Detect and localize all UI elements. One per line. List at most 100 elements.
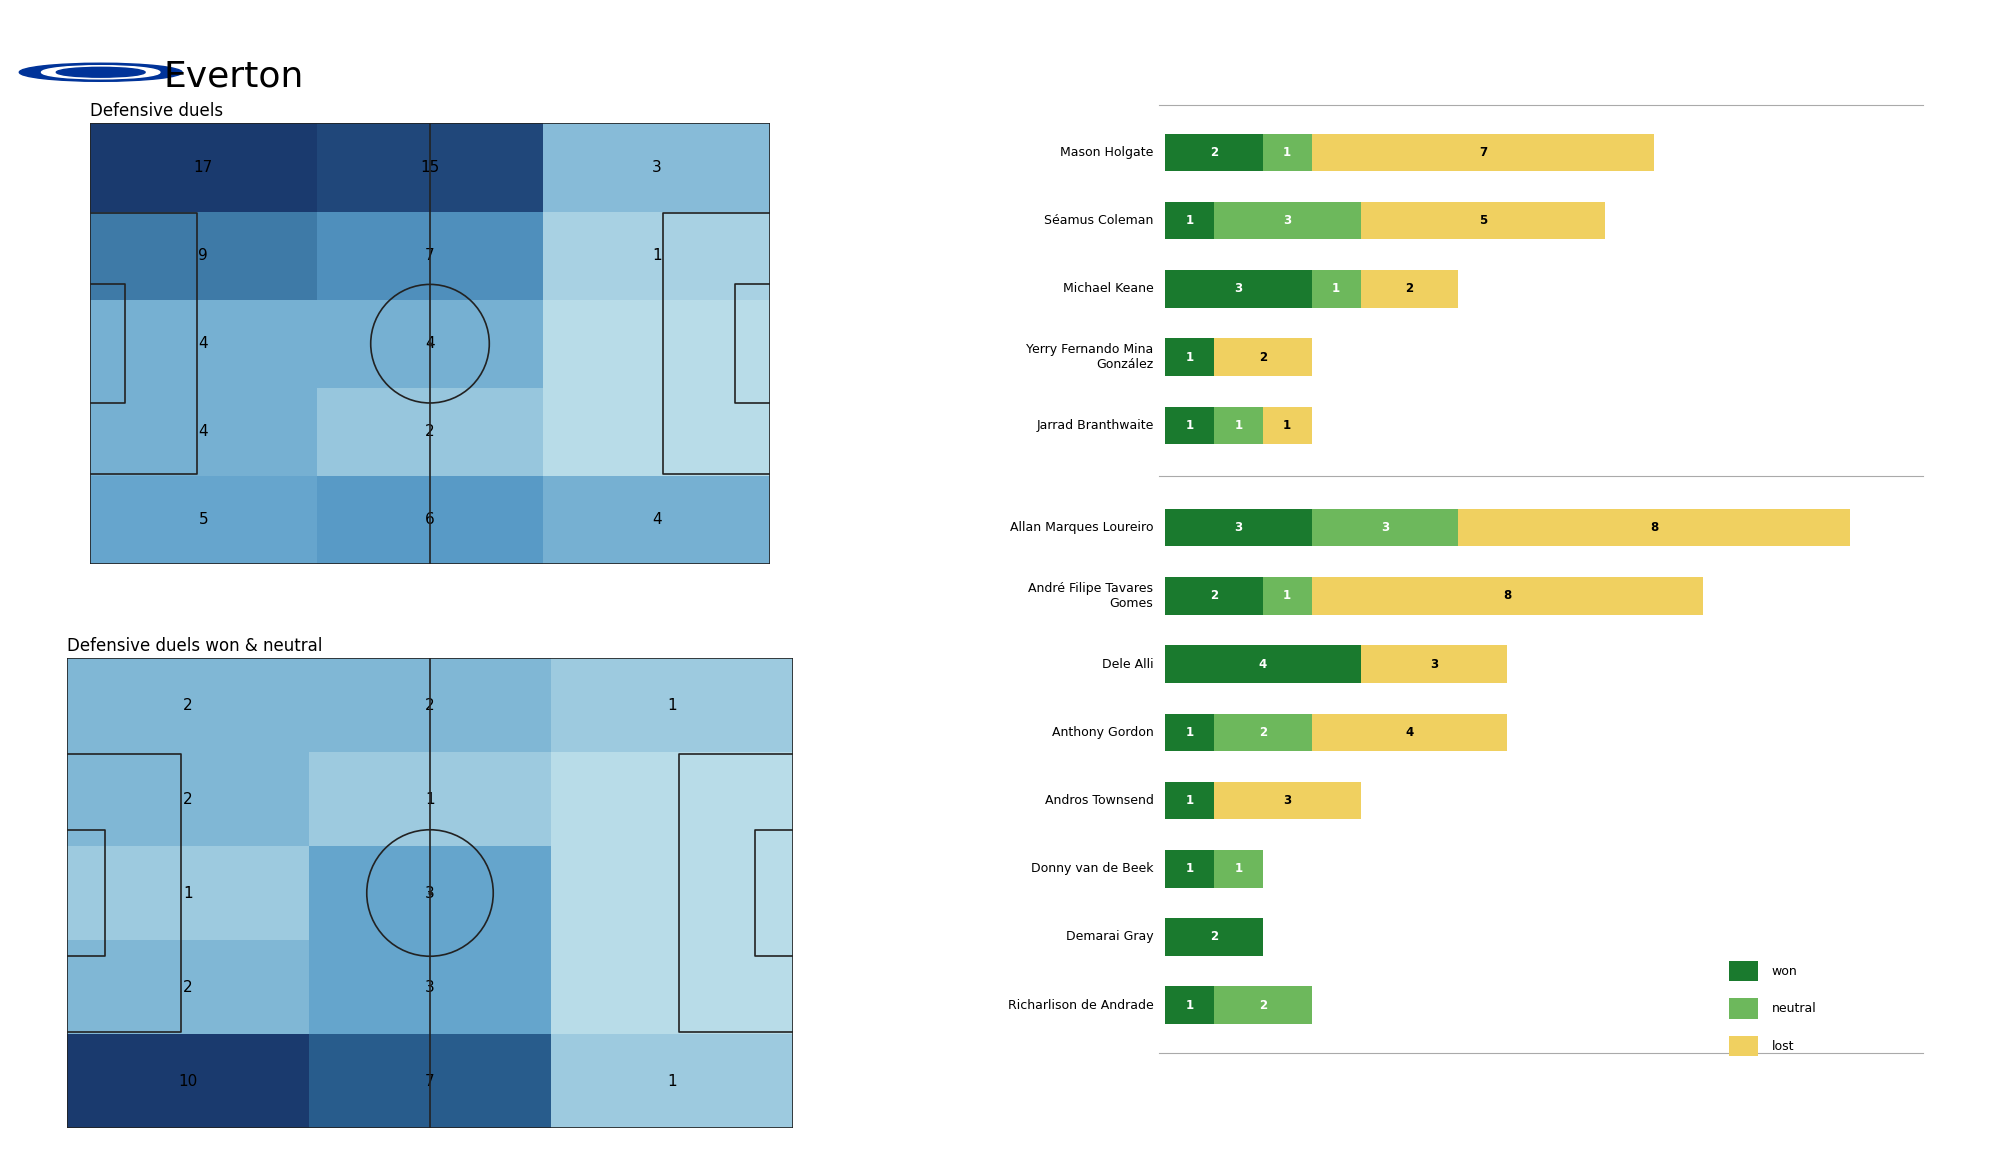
Bar (68, 1034, 310, 1128)
Text: 1: 1 (1234, 862, 1242, 875)
Text: 1: 1 (1284, 590, 1292, 603)
Text: 2: 2 (184, 792, 192, 806)
Text: 17: 17 (194, 160, 212, 175)
Bar (90, 388, 316, 476)
Bar (1164, 713, 1214, 751)
Text: 2: 2 (184, 698, 192, 712)
Bar (90, 123, 316, 212)
Bar (316, 476, 544, 564)
Text: 3: 3 (652, 160, 662, 175)
Text: 4: 4 (652, 512, 662, 528)
Bar (1214, 713, 1312, 751)
Bar (316, 388, 544, 476)
Bar (1312, 509, 1458, 546)
Text: 4: 4 (198, 424, 208, 439)
Bar (68, 940, 310, 1034)
Bar (1164, 645, 1360, 683)
Bar (1312, 270, 1360, 308)
Text: 2: 2 (184, 980, 192, 994)
Text: 1: 1 (1186, 214, 1194, 227)
Text: 1: 1 (668, 698, 676, 712)
Text: 2: 2 (1258, 726, 1266, 739)
Text: 7: 7 (1478, 146, 1486, 159)
Text: 1: 1 (1284, 418, 1292, 431)
Text: 4: 4 (198, 336, 208, 351)
Text: 3: 3 (1284, 214, 1292, 227)
Text: Defensive duels won & neutral: Defensive duels won & neutral (68, 637, 322, 654)
Bar (90, 212, 316, 300)
Circle shape (20, 63, 182, 81)
Bar (1164, 850, 1214, 887)
Text: 2: 2 (1210, 146, 1218, 159)
Text: 1: 1 (1186, 726, 1194, 739)
Text: lost: lost (1772, 1040, 1794, 1053)
Bar (68, 846, 310, 940)
Bar (310, 658, 550, 752)
Bar (1164, 987, 1214, 1023)
Text: 8: 8 (1650, 522, 1658, 535)
Bar (90, 476, 316, 564)
Bar (316, 300, 544, 388)
Text: 3: 3 (426, 886, 434, 900)
Text: Michael Keane: Michael Keane (1062, 282, 1154, 295)
Text: 3: 3 (426, 980, 434, 994)
Bar (1164, 407, 1214, 444)
Text: 10: 10 (178, 1074, 198, 1088)
Text: 9: 9 (198, 248, 208, 263)
Bar (310, 752, 550, 846)
Text: 4: 4 (1406, 726, 1414, 739)
Text: Donny van de Beek: Donny van de Beek (1032, 862, 1154, 875)
Bar (1360, 202, 1606, 240)
Bar (1214, 850, 1262, 887)
Bar (316, 123, 544, 212)
Bar (544, 212, 770, 300)
Text: neutral: neutral (1772, 1002, 1816, 1015)
Text: 1: 1 (668, 1074, 676, 1088)
Bar (1730, 999, 1758, 1019)
Bar (1312, 577, 1702, 615)
Bar (550, 658, 792, 752)
Text: 1: 1 (1332, 282, 1340, 295)
Text: 1: 1 (1186, 794, 1194, 807)
Text: Demarai Gray: Demarai Gray (1066, 931, 1154, 944)
Text: 1: 1 (184, 886, 192, 900)
Bar (550, 846, 792, 940)
Text: 3: 3 (1380, 522, 1390, 535)
Text: Dele Alli: Dele Alli (1102, 658, 1154, 671)
Text: 5: 5 (198, 512, 208, 528)
Text: André Filipe Tavares
Gomes: André Filipe Tavares Gomes (1028, 582, 1154, 610)
Text: 4: 4 (426, 336, 434, 351)
Bar (544, 300, 770, 388)
Text: 5: 5 (1478, 214, 1486, 227)
Bar (68, 752, 310, 846)
Text: 2: 2 (426, 424, 434, 439)
Bar (1312, 134, 1654, 172)
Bar (1164, 509, 1312, 546)
Text: Mason Holgate: Mason Holgate (1060, 146, 1154, 159)
Text: 1: 1 (426, 792, 434, 806)
Text: Everton: Everton (164, 60, 304, 93)
Text: 1: 1 (1186, 350, 1194, 363)
Bar (1312, 713, 1508, 751)
Text: 2: 2 (1406, 282, 1414, 295)
Text: 3: 3 (1284, 794, 1292, 807)
Text: 8: 8 (1504, 590, 1512, 603)
Text: Allan Marques Loureiro: Allan Marques Loureiro (1010, 522, 1154, 535)
Text: 4: 4 (1258, 658, 1266, 671)
Bar (1360, 645, 1508, 683)
Text: 2: 2 (1210, 590, 1218, 603)
Bar (544, 476, 770, 564)
Bar (1164, 918, 1262, 955)
Bar (1164, 781, 1214, 819)
Text: 2: 2 (426, 698, 434, 712)
Text: 2: 2 (1258, 350, 1266, 363)
Text: Richarlison de Andrade: Richarlison de Andrade (1008, 999, 1154, 1012)
Bar (68, 658, 310, 752)
Text: 1: 1 (1284, 146, 1292, 159)
Text: won: won (1772, 965, 1798, 978)
Bar (1262, 134, 1312, 172)
Bar (1164, 338, 1214, 376)
Circle shape (42, 66, 160, 79)
Text: 7: 7 (426, 1074, 434, 1088)
Bar (550, 940, 792, 1034)
